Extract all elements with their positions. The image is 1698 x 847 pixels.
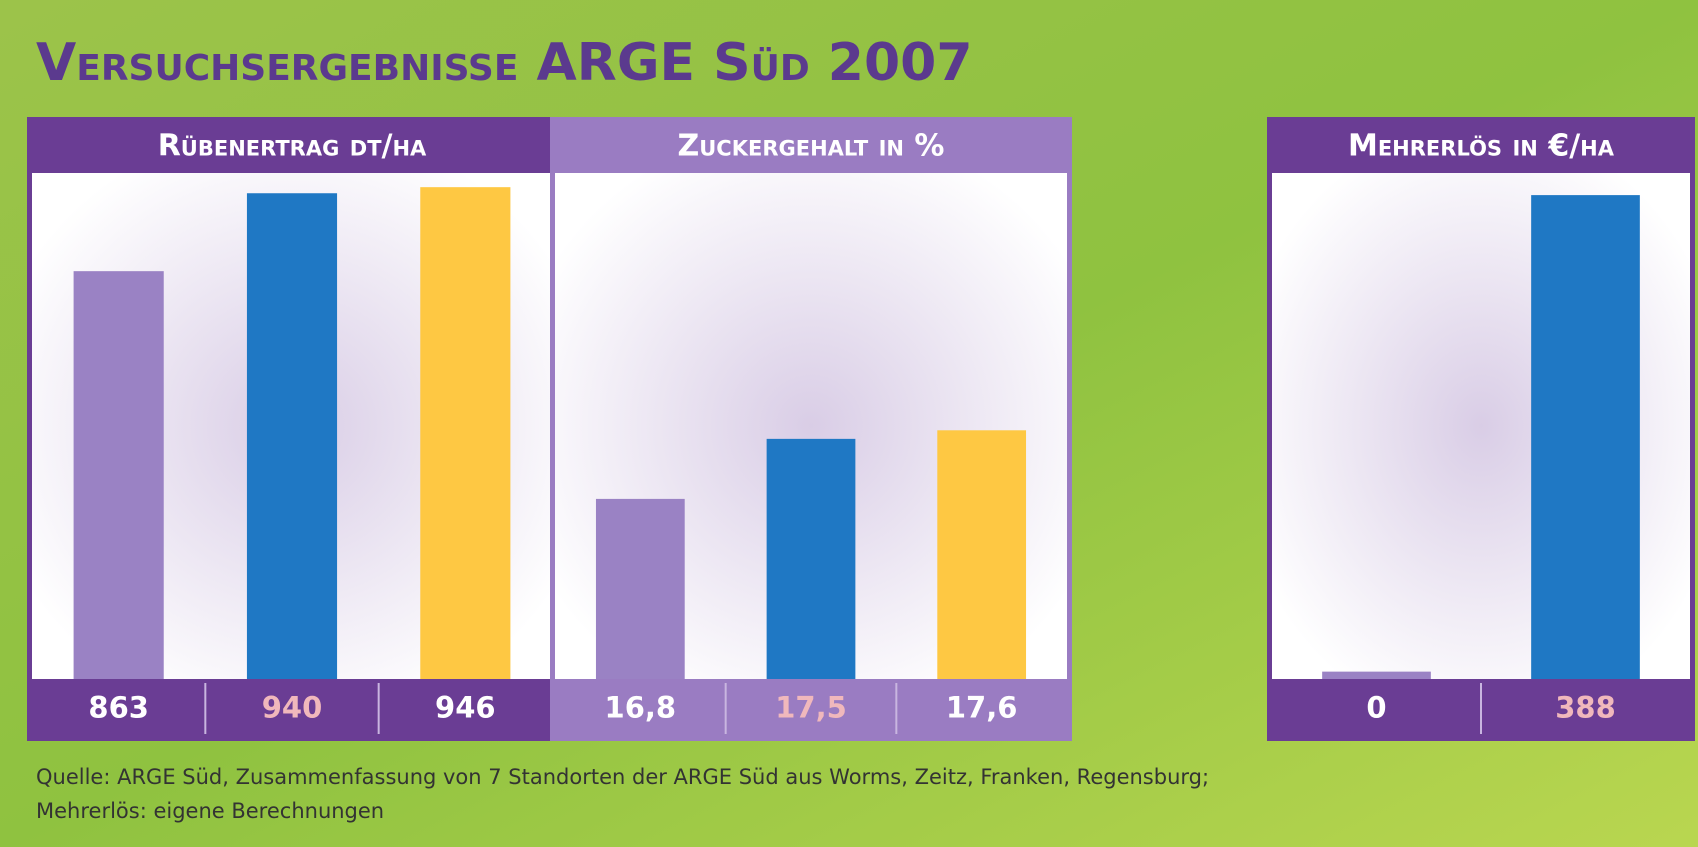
bar: [246, 193, 338, 680]
bar: [73, 271, 164, 679]
bar: [766, 438, 856, 679]
value-label: 940: [262, 691, 323, 725]
bar: [1322, 671, 1431, 679]
source-line: Quelle: ARGE Süd, Zusammenfassung von 7 …: [36, 765, 1209, 789]
value-label: 0: [1366, 691, 1386, 725]
bar: [937, 430, 1027, 679]
value-label: 16,8: [605, 691, 677, 725]
source-line: Mehrerlös: eigene Berechnungen: [36, 799, 384, 823]
panel-title: Rübenertrag dt/ha: [158, 129, 427, 164]
bar: [420, 187, 511, 679]
value-label: 388: [1555, 691, 1616, 725]
value-label: 946: [435, 691, 496, 725]
value-label: 17,5: [775, 691, 847, 725]
value-label: 17,6: [946, 691, 1018, 725]
main-title: Versuchsergebnisse ARGE Süd 2007: [36, 33, 973, 93]
bar: [595, 498, 685, 679]
value-label: 863: [88, 691, 149, 725]
panel-title: Mehrerlös in €/ha: [1348, 129, 1615, 164]
bar: [1531, 195, 1640, 679]
panel-title: Zuckergehalt in %: [678, 129, 945, 164]
